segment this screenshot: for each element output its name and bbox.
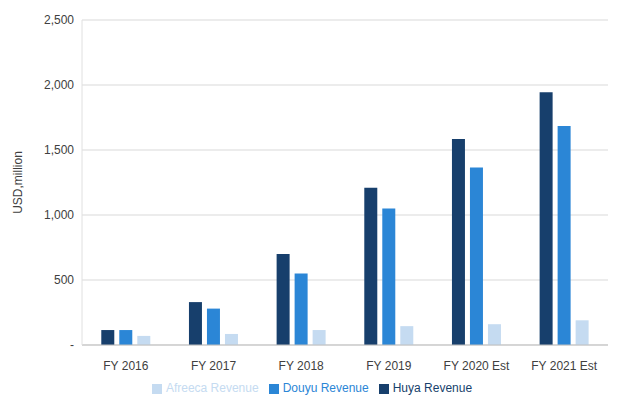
svg-text:2,000: 2,000	[44, 78, 74, 92]
svg-text:FY 2018: FY 2018	[279, 359, 324, 373]
svg-text:FY 2019: FY 2019	[366, 359, 411, 373]
html-text:Huya Revenue: Huya Revenue	[392, 381, 473, 395]
svg-text:FY 2016: FY 2016	[103, 359, 148, 373]
svg-text:USD,million: USD,million	[11, 151, 25, 214]
svg-text:FY 2021 Est: FY 2021 Est	[531, 359, 597, 373]
svg-text:FY 2020 Est: FY 2020 Est	[444, 359, 510, 373]
html-text:Afreeca Revenue: Afreeca Revenue	[165, 381, 259, 395]
svg-text:-: -	[70, 338, 74, 352]
svg-text:2,500: 2,500	[44, 13, 74, 27]
svg-text:1,500: 1,500	[44, 143, 74, 157]
svg-text:FY 2017: FY 2017	[191, 359, 236, 373]
svg-text:500: 500	[54, 273, 74, 287]
html-text:Douyu Revenue: Douyu Revenue	[282, 381, 369, 395]
svg-text:1,000: 1,000	[44, 208, 74, 222]
